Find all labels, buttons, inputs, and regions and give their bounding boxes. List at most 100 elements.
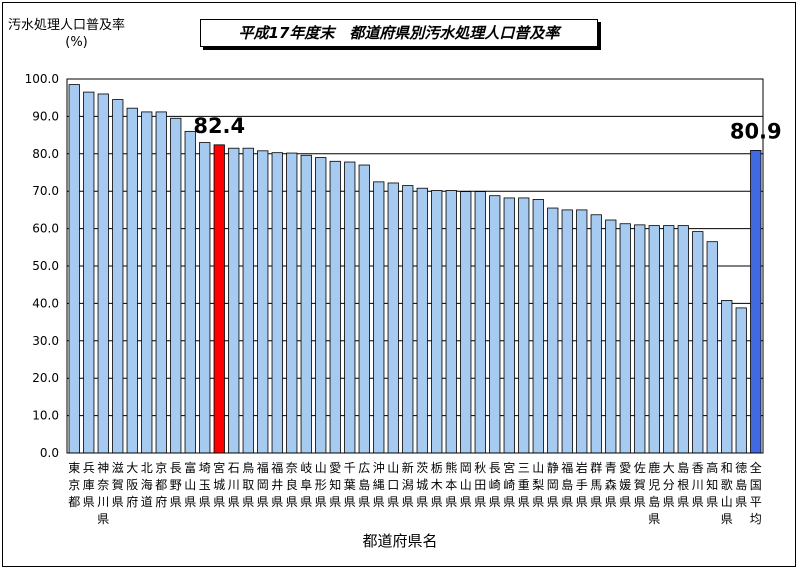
bar <box>155 111 167 454</box>
bar <box>97 93 109 454</box>
x-tick-label: 宮崎県 <box>503 460 515 509</box>
x-tick-label: 佐賀県 <box>634 461 646 509</box>
bar <box>329 160 341 454</box>
x-tick-label: 長野県 <box>170 461 182 509</box>
bar <box>416 187 428 454</box>
bar <box>721 300 733 454</box>
x-tick-label: 愛知県 <box>329 461 341 509</box>
x-tick-label: 茨城県 <box>416 461 428 509</box>
x-tick-label: 福井県 <box>271 460 283 509</box>
bar <box>83 91 95 454</box>
bar <box>431 190 443 454</box>
y-tick-label: 0.0 <box>40 446 59 460</box>
bar <box>706 241 718 454</box>
bar <box>474 191 486 454</box>
bar <box>286 152 298 454</box>
x-tick-label: 大阪府 <box>126 461 138 509</box>
y-tick-label: 60.0 <box>32 222 59 236</box>
x-tick-label: 北海道 <box>141 461 153 509</box>
bar <box>184 130 196 454</box>
bar <box>402 185 414 454</box>
x-tick-label: 愛媛県 <box>619 461 631 509</box>
chart-title: 平成17年度末 都道府県別汚水処理人口普及率 <box>200 19 598 47</box>
bar <box>547 207 559 454</box>
x-tick-label: 山口県 <box>387 461 399 509</box>
bar <box>561 209 573 454</box>
y-tick-label: 70.0 <box>32 184 59 198</box>
y-tick-label: 30.0 <box>32 334 59 348</box>
bar <box>532 199 544 454</box>
bar <box>358 164 370 454</box>
y-tick-label: 100.0 <box>25 72 59 86</box>
bar <box>445 190 457 454</box>
x-tick-label: 全国平均 <box>750 460 762 526</box>
y-tick-label: 10.0 <box>32 409 59 423</box>
x-tick-label: 京都府 <box>155 461 167 509</box>
x-tick-label: 福岡県 <box>257 460 269 509</box>
bar <box>228 147 240 454</box>
x-tick-label: 徳島県 <box>735 460 747 509</box>
y-tick-label: 40.0 <box>32 296 59 310</box>
x-tick-label: 奈良県 <box>286 461 298 509</box>
bar <box>634 224 646 454</box>
x-tick-label: 埼玉県 <box>199 461 211 509</box>
bar <box>315 157 327 454</box>
x-tick-label: 新潟県 <box>402 460 414 509</box>
data-label: 80.9 <box>730 119 782 143</box>
bar <box>271 152 283 454</box>
bar <box>344 161 356 454</box>
bar <box>460 191 472 454</box>
x-tick-label: 島根県 <box>677 460 689 509</box>
x-tick-label: 東京都 <box>68 461 80 509</box>
x-tick-label: 宮城県 <box>213 460 225 509</box>
x-tick-label: 青森県 <box>605 461 617 509</box>
bar <box>605 219 617 454</box>
bar <box>503 197 515 454</box>
bar <box>126 107 138 454</box>
x-tick-label: 香川県 <box>692 461 704 509</box>
x-tick-label: 山梨県 <box>532 461 544 509</box>
bar <box>242 147 254 454</box>
y-tick-label: 80.0 <box>32 147 59 161</box>
x-tick-label: 岡山県 <box>460 461 472 509</box>
data-label: 82.4 <box>193 114 245 138</box>
bar <box>170 117 182 454</box>
x-tick-label: 岩手県 <box>576 460 588 509</box>
x-tick-label: 沖縄県 <box>373 461 385 509</box>
x-tick-label: 高知県 <box>706 460 718 509</box>
x-tick-label: 山形県 <box>315 461 327 509</box>
bar <box>68 84 80 454</box>
x-tick-label: 三重県 <box>518 461 530 509</box>
y-axis-label-text: 汚水処理人口普及率 <box>8 18 126 33</box>
x-tick-label: 静岡県 <box>547 461 559 509</box>
x-tick-label: 秋田県 <box>474 461 486 509</box>
y-axis-label: 汚水処理人口普及率 (%) <box>8 17 125 51</box>
x-tick-label: 神奈川県 <box>97 461 109 526</box>
y-tick-label: 50.0 <box>32 259 59 273</box>
bar <box>387 182 399 454</box>
x-tick-label: 鹿児島県 <box>648 460 660 526</box>
bar <box>735 307 747 454</box>
y-axis-unit: (%) <box>65 35 88 50</box>
bar <box>489 195 501 454</box>
x-tick-label: 熊本県 <box>445 460 457 509</box>
bar <box>590 214 602 454</box>
bar <box>112 99 124 454</box>
bar <box>692 231 704 454</box>
bar <box>518 197 530 454</box>
x-tick-label: 千葉県 <box>344 461 356 509</box>
bar <box>373 181 385 454</box>
y-tick-label: 20.0 <box>32 371 59 385</box>
x-tick-label: 福島県 <box>561 460 573 509</box>
bar <box>199 142 211 454</box>
bar <box>663 225 675 454</box>
x-tick-label: 栃木県 <box>431 461 443 509</box>
bar <box>648 225 660 454</box>
bar <box>677 225 689 454</box>
x-tick-label: 滋賀県 <box>112 461 124 509</box>
x-tick-label: 大分県 <box>663 461 675 509</box>
x-tick-label: 兵庫県 <box>83 461 95 509</box>
bar <box>141 111 153 454</box>
y-tick-label: 90.0 <box>32 109 59 123</box>
